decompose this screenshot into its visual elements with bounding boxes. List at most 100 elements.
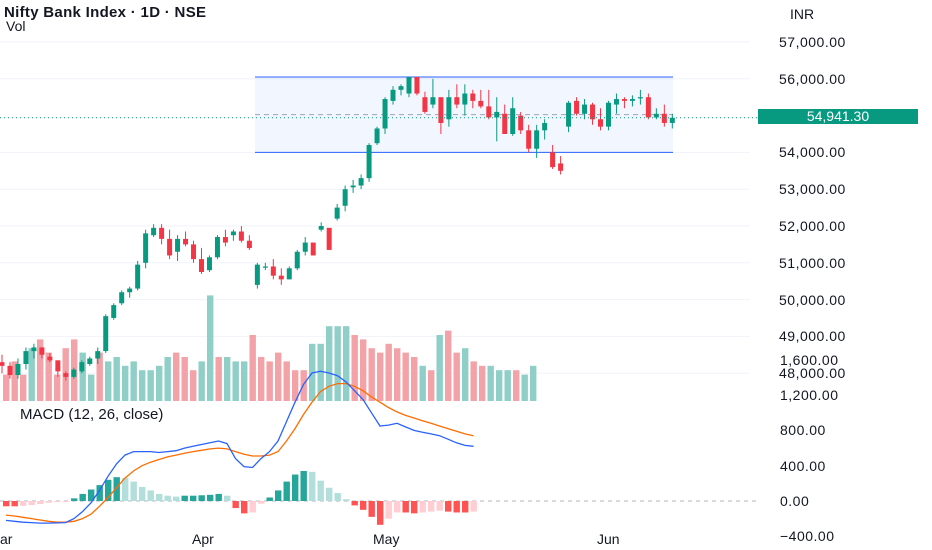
volume-bar <box>351 335 358 401</box>
volume-bar <box>385 343 392 401</box>
macd-histogram-bar <box>462 501 469 513</box>
macd-histogram-bar <box>20 501 27 506</box>
macd-histogram-bar <box>164 495 171 501</box>
candle-body <box>605 102 611 127</box>
candle-body <box>119 292 125 304</box>
macd-histogram-bar <box>385 501 392 519</box>
macd-histogram-bar <box>198 495 205 501</box>
macd-histogram-bar <box>300 470 307 501</box>
candle-body <box>382 99 388 129</box>
volume-bar <box>360 339 367 401</box>
candle-body <box>566 102 572 127</box>
candle-body <box>175 238 181 252</box>
candle-body <box>438 97 444 123</box>
volume-bar <box>224 357 231 401</box>
candle-body <box>143 233 149 263</box>
macd-histogram-bar <box>113 477 120 501</box>
candle-body <box>183 238 189 245</box>
macd-histogram-bar <box>326 487 333 501</box>
candle-body <box>278 275 284 280</box>
candle-body <box>206 257 212 271</box>
candle-body <box>326 227 332 250</box>
price-gridlines <box>0 41 750 374</box>
volume-bar <box>190 370 197 401</box>
volume-bar <box>513 370 520 401</box>
chart-title[interactable]: Nifty Bank Index · 1D · NSE <box>4 4 207 21</box>
volume-bar <box>45 352 52 401</box>
candle-body <box>262 266 268 268</box>
volume-bar <box>487 365 494 401</box>
candle-body <box>159 227 165 239</box>
last-price-badge: 54,941.30 <box>758 109 918 124</box>
macd-histogram-bar <box>45 501 52 503</box>
candle-body <box>167 238 173 256</box>
macd-histogram-bar <box>351 501 358 506</box>
macd-histogram-bar <box>122 478 129 501</box>
candle-body <box>406 76 412 94</box>
volume-bar <box>530 365 537 401</box>
volume-bar <box>283 361 290 401</box>
candle-body <box>478 100 484 107</box>
candle-body <box>534 130 540 149</box>
macd-tick-label: 800.00 <box>780 422 826 439</box>
price-range-box[interactable] <box>255 76 673 153</box>
volume-bar <box>181 357 188 401</box>
candle-body <box>111 305 117 318</box>
volume-bar <box>241 361 248 401</box>
macd-histogram-bar <box>470 501 477 512</box>
candle-body <box>294 251 300 269</box>
macd-histogram-bar <box>258 501 265 504</box>
macd-histogram-bar <box>62 501 69 502</box>
volume-bar <box>436 335 443 401</box>
volume-bar <box>292 370 299 401</box>
volume-bar <box>453 352 460 401</box>
volume-bar <box>428 370 435 401</box>
candle-body <box>23 351 29 364</box>
macd-histogram-bar <box>215 493 222 501</box>
candle-body <box>15 364 21 376</box>
volume-legend-label[interactable]: Vol <box>6 18 26 34</box>
candle-body <box>422 97 428 112</box>
macd-histogram-bar <box>428 501 435 512</box>
macd-legend-label[interactable]: MACD (12, 26, close) <box>20 406 164 423</box>
time-tick-label: ar <box>0 531 13 547</box>
volume-bar <box>445 330 452 401</box>
candle-body <box>358 178 364 186</box>
candle-body <box>510 108 516 134</box>
price-tick-label: 52,000.00 <box>779 218 846 234</box>
candle-body <box>414 76 420 94</box>
macd-tick-label: 400.00 <box>780 457 826 474</box>
price-tick-label: 56,000.00 <box>779 70 846 87</box>
macd-histogram-bar <box>147 490 154 501</box>
macd-histogram-bar <box>411 501 418 514</box>
macd-histogram-bar <box>105 479 112 501</box>
volume-bar <box>79 352 86 401</box>
volume-bar <box>207 295 214 401</box>
macd-histogram-bar <box>453 501 460 513</box>
volume-bar <box>470 361 477 401</box>
candle-body <box>63 373 69 377</box>
candle-body <box>151 227 157 236</box>
volume-bar <box>96 352 103 401</box>
candle-body <box>558 163 564 171</box>
candle-body <box>254 264 260 285</box>
volume-bar <box>411 357 418 401</box>
candle-body <box>582 104 588 114</box>
candlestick-series <box>0 76 675 381</box>
volume-bar <box>156 365 163 401</box>
candle-body <box>526 130 532 149</box>
candle-body <box>574 100 580 114</box>
candle-body <box>87 358 93 364</box>
candle-body <box>462 93 468 105</box>
macd-histogram-bar <box>436 501 443 511</box>
volume-bar <box>258 357 265 401</box>
macd-histogram-bar <box>309 471 316 501</box>
macd-histogram-bar <box>343 499 350 501</box>
candle-body <box>71 369 77 377</box>
macd-histogram-bar <box>334 493 341 501</box>
macd-line <box>5 370 474 524</box>
volume-bar <box>479 365 486 401</box>
candle-body <box>398 86 404 90</box>
volume-bar <box>113 357 120 401</box>
